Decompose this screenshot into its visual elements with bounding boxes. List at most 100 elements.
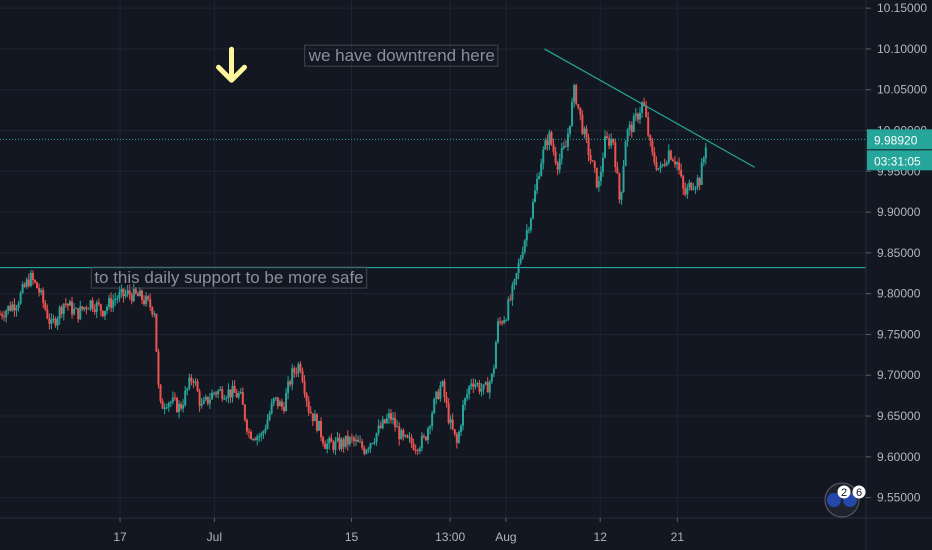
candle-body (488, 381, 491, 393)
candle-body (313, 414, 316, 422)
candle-body (221, 389, 224, 399)
candle-body (696, 178, 699, 188)
price-axis[interactable]: 9.55000 9.60000 9.65000 9.70000 9.75000 9.800… (865, 0, 932, 550)
candle-body (196, 381, 199, 392)
candle-body (245, 419, 248, 432)
candle-body (476, 383, 479, 385)
candle-body (223, 398, 226, 400)
candle-body (686, 187, 689, 195)
candle-body (19, 292, 22, 304)
candle-body (653, 152, 656, 163)
candle-body (186, 388, 189, 391)
time-tick-label: 12 (594, 530, 608, 544)
candle-body (58, 307, 61, 319)
candle-body (400, 430, 403, 440)
candle-body (322, 437, 325, 444)
annotation-box (304, 44, 499, 67)
candle-body (60, 307, 63, 314)
price-tick-label: 10.10000 (877, 42, 927, 56)
candle-body (3, 316, 6, 318)
candle-body (184, 390, 187, 406)
candle-body (375, 433, 378, 442)
badge-ring[interactable] (824, 482, 860, 518)
candle-body (27, 279, 30, 286)
candle-body (311, 413, 314, 422)
candle-body (85, 307, 88, 310)
candle-body (200, 403, 203, 406)
candle-body (256, 436, 259, 441)
candle-body (295, 372, 298, 374)
candle-body (340, 439, 343, 450)
candle-body (583, 128, 586, 134)
indicator-badges[interactable]: 2 6 (824, 482, 866, 518)
candle-body (622, 166, 625, 192)
candle-body (89, 300, 92, 309)
candles (0, 83, 707, 456)
candle-body (180, 403, 183, 409)
price-tick-label: 9.80000 (877, 287, 921, 301)
candle-body (270, 403, 273, 414)
candle-body (355, 439, 358, 442)
candle-body (439, 385, 442, 400)
price-tick-label: 9.70000 (877, 368, 921, 382)
candle-body (272, 398, 275, 404)
annotation-text[interactable]: to this daily support to be more safe (94, 268, 363, 287)
candle-body (237, 393, 240, 398)
candle-body (278, 401, 281, 407)
annotation-text[interactable]: we have downtrend here (308, 46, 495, 65)
candle-body (515, 273, 518, 280)
candle-body (453, 429, 456, 435)
candle-body (320, 420, 323, 438)
candle-body (62, 303, 65, 314)
candle-body (282, 406, 285, 412)
candle-body (587, 137, 590, 156)
badge-icon-left[interactable] (827, 493, 841, 507)
candle-body (0, 314, 1, 316)
candle-body (153, 313, 156, 315)
candle-body (287, 381, 290, 394)
candle-body (503, 320, 506, 324)
candle-body (517, 263, 520, 274)
candle-body (505, 319, 508, 321)
candle-body (702, 158, 705, 163)
candle-body (198, 391, 201, 406)
downtrend-line[interactable] (544, 48, 755, 168)
candle-body (472, 383, 475, 387)
candle-body (387, 413, 390, 419)
candle-body (606, 136, 609, 138)
candle-body (175, 398, 178, 412)
candle-body (548, 132, 551, 146)
candle-body (101, 310, 104, 317)
candle-body (455, 434, 458, 443)
candle-body (655, 162, 658, 170)
candle-body (373, 441, 376, 444)
candle-body (192, 381, 195, 383)
candle-body (165, 407, 168, 409)
candle-body (301, 370, 304, 382)
candle-body (540, 163, 543, 176)
candle-body (293, 368, 296, 373)
candle-body (474, 384, 477, 387)
candle-body (9, 305, 12, 311)
candle-body (577, 104, 580, 108)
candle-body (684, 188, 687, 195)
down-arrow-icon[interactable] (216, 46, 248, 83)
candle-body (161, 400, 164, 409)
candle-body (348, 437, 351, 445)
candle-body (554, 151, 557, 163)
candle-body (120, 288, 123, 293)
candle-body (624, 141, 627, 167)
candle-body (657, 168, 660, 170)
time-axis[interactable]: 17 Jul 15 13:00 Aug 12 21 (0, 517, 932, 544)
candle-body (260, 433, 263, 437)
candle-body (550, 132, 553, 145)
candle-body (501, 321, 504, 324)
candle-body (630, 124, 633, 133)
candle-body (87, 308, 90, 310)
candle-body (589, 155, 592, 161)
candle-body (377, 425, 380, 434)
candle-body (534, 190, 537, 202)
candle-body (490, 373, 493, 382)
